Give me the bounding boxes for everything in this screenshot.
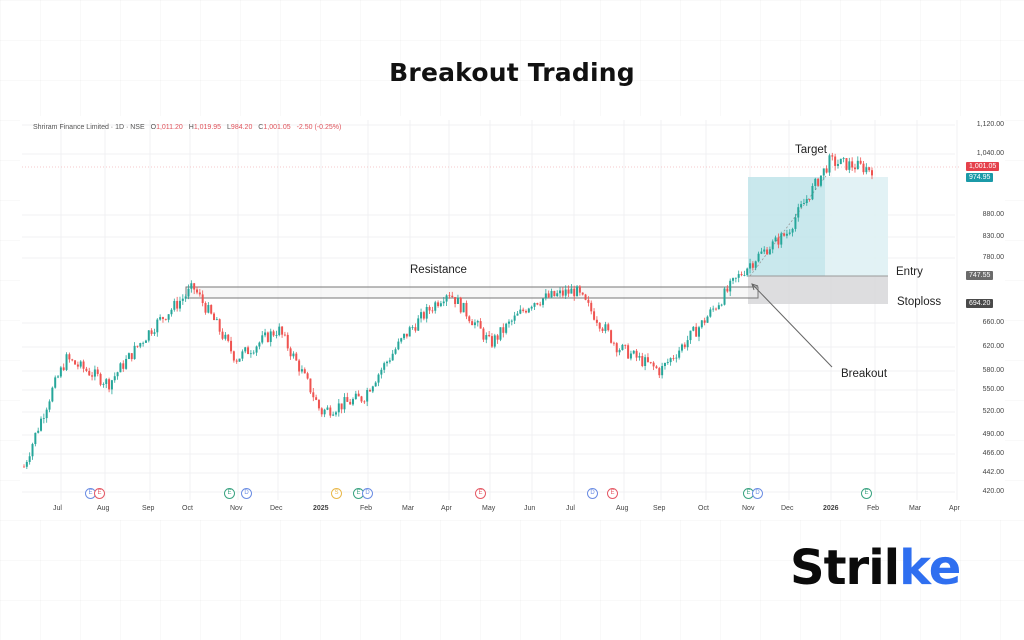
- x-tick-label: Oct: [182, 505, 193, 512]
- y-tick-label: 442.00: [982, 469, 1004, 476]
- x-tick-label: Dec: [270, 505, 283, 512]
- x-tick-label: Aug: [97, 505, 110, 512]
- y-tick-label: 660.00: [982, 319, 1004, 326]
- x-tick-label: Dec: [781, 505, 794, 512]
- open-value: O1,011.20: [150, 124, 183, 131]
- y-tick-label: 550.00: [982, 386, 1004, 393]
- entry-price-tag: 747.55: [966, 271, 994, 280]
- change-value: -2.50 (-0.25%): [296, 124, 342, 131]
- stoploss-annotation: Stoploss: [897, 296, 942, 308]
- page-title: Breakout Trading: [389, 58, 635, 87]
- event-marker-icon[interactable]: E: [475, 488, 486, 499]
- y-tick-label: 1,040.00: [976, 150, 1004, 157]
- target-price-tag: 974.95: [966, 173, 994, 182]
- event-marker-icon[interactable]: E: [607, 488, 618, 499]
- y-tick-label: 880.00: [982, 211, 1004, 218]
- resistance-annotation: Resistance: [410, 264, 467, 276]
- y-tick-label: 1,120.00: [976, 121, 1004, 128]
- x-tick-label: 2026: [823, 505, 839, 512]
- event-marker-icon[interactable]: E: [94, 488, 105, 499]
- strike-logo: Strilke: [790, 540, 961, 596]
- event-marker-icon[interactable]: D: [752, 488, 763, 499]
- low-value: L984.20: [227, 124, 253, 131]
- x-tick-label: Oct: [698, 505, 709, 512]
- x-tick-label: Sep: [142, 505, 155, 512]
- event-marker-icon[interactable]: E: [224, 488, 235, 499]
- x-tick-label: Apr: [949, 505, 960, 512]
- y-tick-label: 620.00: [982, 343, 1004, 350]
- x-tick-label: Nov: [742, 505, 755, 512]
- x-tick-label: Feb: [360, 505, 373, 512]
- x-tick-label: Feb: [867, 505, 880, 512]
- high-value: H1,019.95: [188, 124, 222, 131]
- y-tick-label: 420.00: [982, 488, 1004, 495]
- last-price-tag: 1,001.05: [966, 162, 1000, 171]
- chart-legend: Shriram Finance Limited · 1D · NSE O1,01…: [33, 124, 341, 131]
- event-marker-icon[interactable]: D: [587, 488, 598, 499]
- x-tick-label: 2025: [313, 505, 329, 512]
- x-tick-label: Nov: [230, 505, 243, 512]
- stoploss-price-tag: 694.20: [966, 299, 994, 308]
- target-annotation: Target: [795, 144, 827, 156]
- y-tick-label: 580.00: [982, 367, 1004, 374]
- y-tick-label: 780.00: [982, 254, 1004, 261]
- event-marker-icon[interactable]: E: [861, 488, 872, 499]
- x-tick-label: May: [482, 505, 496, 512]
- x-tick-label: Mar: [909, 505, 922, 512]
- x-tick-label: Aug: [616, 505, 629, 512]
- event-marker-icon[interactable]: D: [362, 488, 373, 499]
- event-marker-icon[interactable]: D: [241, 488, 252, 499]
- y-tick-label: 520.00: [982, 408, 1004, 415]
- x-tick-label: Mar: [402, 505, 415, 512]
- symbol-label: Shriram Finance Limited · 1D · NSE: [33, 124, 145, 131]
- x-tick-label: Apr: [441, 505, 452, 512]
- x-tick-label: Jul: [566, 505, 575, 512]
- close-value: C1,001.05: [258, 124, 291, 131]
- y-tick-label: 830.00: [982, 233, 1004, 240]
- breakout-annotation: Breakout: [841, 368, 888, 380]
- entry-annotation: Entry: [896, 266, 923, 278]
- x-tick-label: Jul: [53, 505, 62, 512]
- x-tick-label: Sep: [653, 505, 666, 512]
- y-tick-label: 490.00: [982, 431, 1004, 438]
- x-tick-label: Jun: [524, 505, 536, 512]
- event-marker-icon[interactable]: S: [331, 488, 342, 499]
- y-tick-label: 466.00: [982, 450, 1004, 457]
